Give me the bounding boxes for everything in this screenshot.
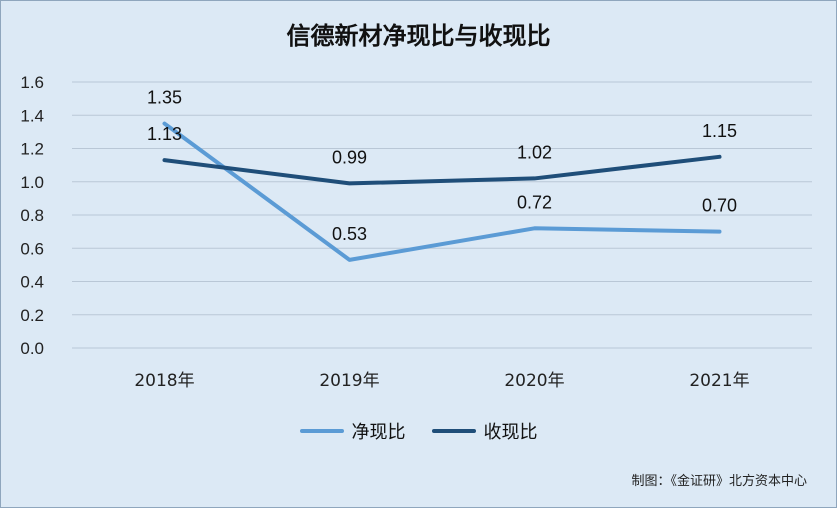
legend-swatch-net-cash xyxy=(299,429,344,433)
series-lines xyxy=(162,121,722,262)
legend-swatch-revenue-cash xyxy=(431,429,476,433)
series-line-0 xyxy=(162,121,722,262)
data-label: 1.02 xyxy=(517,142,552,162)
data-label: 1.13 xyxy=(147,124,182,144)
credit-text: 制图：《金证研》北方资本中心 xyxy=(631,474,807,489)
chart-title: 信德新材净现比与收现比 xyxy=(286,22,551,50)
legend-item-net-cash: 净现比 xyxy=(299,418,406,444)
data-label: 0.99 xyxy=(332,147,367,167)
y-tick-label: 1.4 xyxy=(20,106,44,125)
y-tick-label: 1.0 xyxy=(20,173,44,192)
data-label: 1.35 xyxy=(147,88,182,108)
y-tick-label: 0.8 xyxy=(20,206,44,225)
y-tick-label: 1.2 xyxy=(20,140,44,159)
data-labels: 1.35 0.53 0.72 0.70 1.13 0.99 1.02 1.15 xyxy=(147,88,737,244)
data-label: 0.53 xyxy=(332,224,367,244)
data-label: 1.15 xyxy=(702,121,737,141)
y-tick-label: 0.4 xyxy=(20,273,44,292)
x-tick-label: 2019年 xyxy=(319,371,379,391)
y-tick-label: 1.6 xyxy=(20,73,44,92)
x-tick-label: 2018年 xyxy=(134,371,194,391)
x-tick-label: 2021年 xyxy=(689,371,749,391)
data-label: 0.70 xyxy=(702,196,737,216)
y-axis: 0.0 0.2 0.4 0.6 0.8 1.0 1.2 1.4 1.6 xyxy=(20,73,44,358)
series-line-1 xyxy=(162,154,722,186)
legend-label-revenue-cash: 收现比 xyxy=(483,422,538,443)
y-tick-label: 0.6 xyxy=(20,239,44,258)
legend: 净现比 收现比 xyxy=(0,418,837,444)
y-tick-label: 0.0 xyxy=(20,339,44,358)
x-axis: 2018年 2019年 2020年 2021年 xyxy=(134,371,749,391)
legend-item-revenue-cash: 收现比 xyxy=(431,418,538,444)
legend-label-net-cash: 净现比 xyxy=(351,422,406,443)
x-tick-label: 2020年 xyxy=(504,371,564,391)
y-tick-label: 0.2 xyxy=(20,306,44,325)
data-label: 0.72 xyxy=(517,192,552,212)
